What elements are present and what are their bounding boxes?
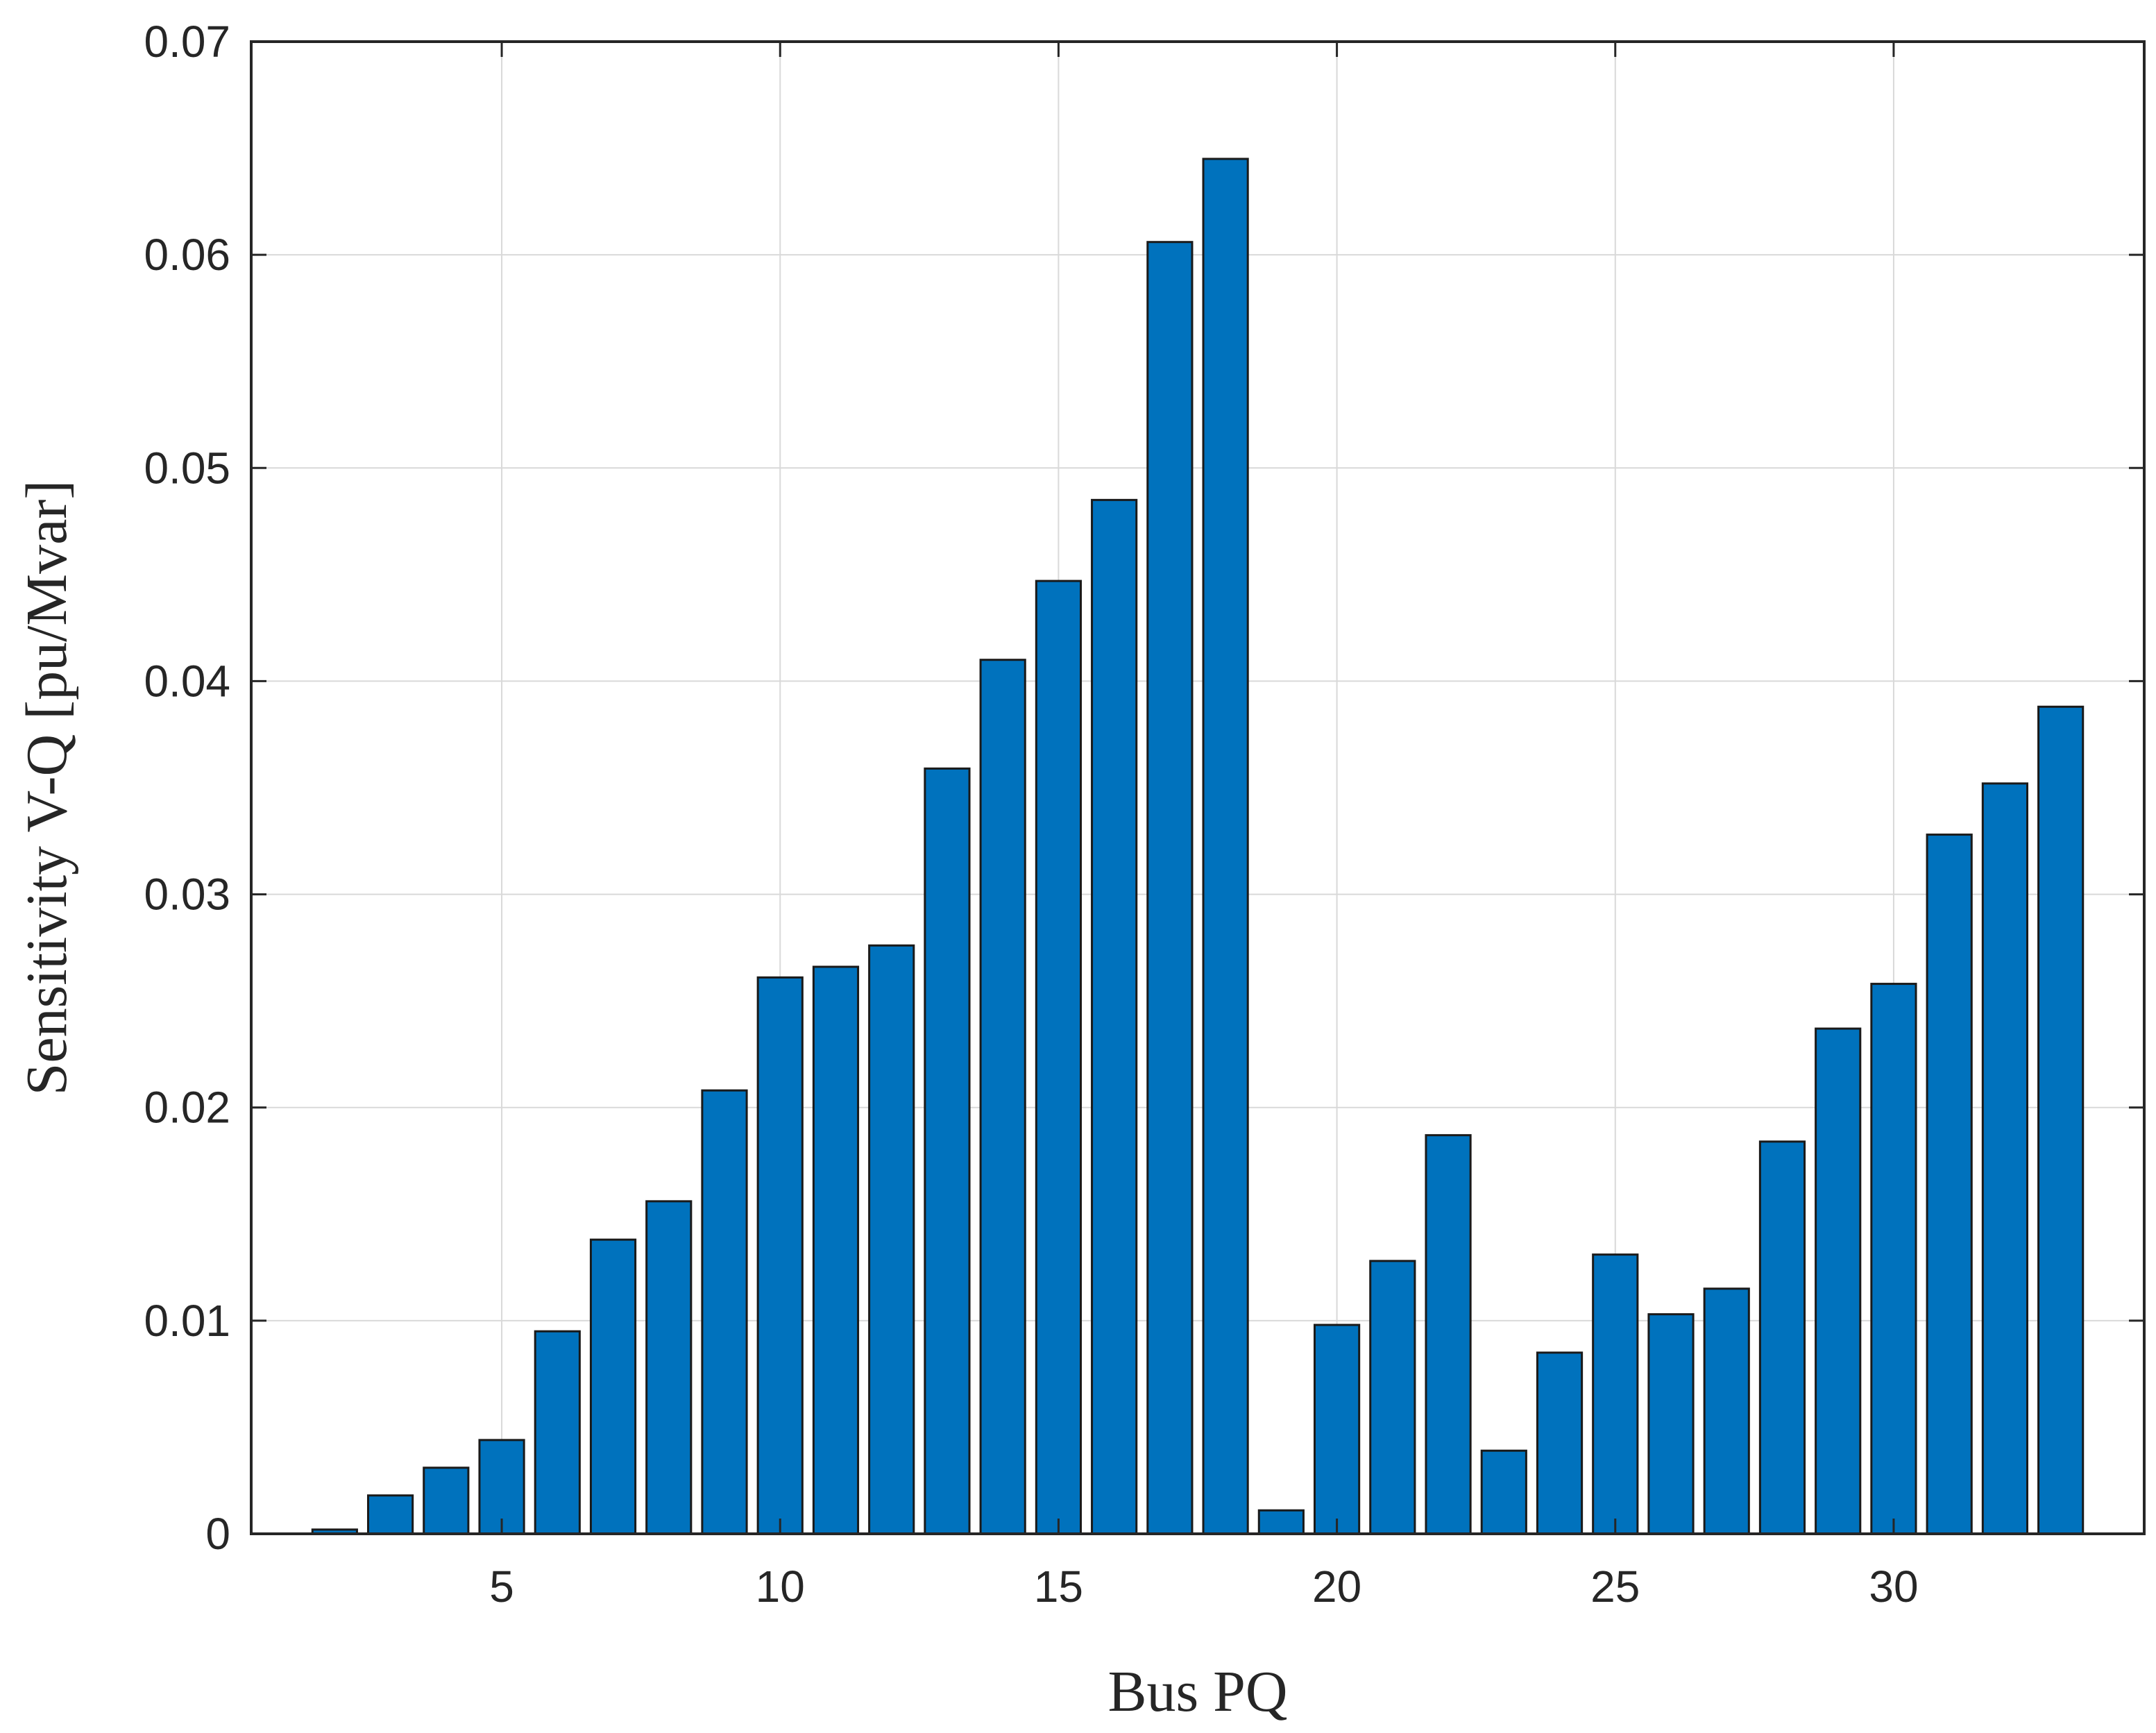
plot-area-border <box>250 40 2146 1535</box>
x-tick-label: 5 <box>489 1562 514 1612</box>
y-tick-label: 0 <box>205 1509 230 1559</box>
bar-bus-4 <box>423 1466 470 1535</box>
x-tick-label: 25 <box>1590 1562 1640 1612</box>
y-tick-label: 0.01 <box>144 1296 230 1346</box>
bar-bus-7 <box>589 1238 637 1535</box>
y-tick-label: 0.04 <box>144 656 230 706</box>
bar-bus-29 <box>1815 1027 1862 1535</box>
bar-bus-23 <box>1480 1449 1527 1535</box>
bar-bus-32 <box>1981 782 2029 1535</box>
bar-bus-33 <box>2037 705 2085 1535</box>
x-axis-title: Bus PQ <box>1107 1659 1287 1724</box>
y-axis-title: Sensitivity V-Q [pu/Mvar] <box>15 480 79 1096</box>
bar-bus-24 <box>1536 1351 1584 1535</box>
x-tick-label: 20 <box>1312 1562 1361 1612</box>
bar-bus-3 <box>366 1494 414 1535</box>
bar-bus-16 <box>1091 498 1138 1535</box>
x-tick-label: 15 <box>1034 1562 1083 1612</box>
bar-bus-28 <box>1758 1140 1806 1535</box>
bar-bus-17 <box>1146 241 1194 1535</box>
bar-bus-18 <box>1202 158 1249 1535</box>
bar-bus-8 <box>645 1200 693 1535</box>
y-tick-label: 0.07 <box>144 17 230 67</box>
bar-bus-21 <box>1369 1260 1416 1535</box>
bar-bus-19 <box>1257 1509 1305 1535</box>
bar-bus-12 <box>868 944 915 1535</box>
x-tick-label: 10 <box>756 1562 805 1612</box>
bar-bus-22 <box>1425 1134 1472 1535</box>
bar-bus-14 <box>979 659 1026 1535</box>
bar-bus-25 <box>1592 1253 1639 1535</box>
bar-bus-26 <box>1647 1313 1695 1535</box>
bar-bus-5 <box>478 1439 525 1535</box>
bar-bus-27 <box>1703 1287 1750 1535</box>
ticks: 5 10 15 20 25 30 0 0.01 0.02 0.03 0.04 0.05 0.06 0.07 <box>144 17 2144 1612</box>
x-tick-label: 30 <box>1869 1562 1918 1612</box>
y-tick-label: 0.02 <box>144 1083 230 1133</box>
bar-bus-6 <box>534 1330 581 1535</box>
bar-bus-13 <box>924 767 971 1535</box>
bar-bus-11 <box>812 965 860 1535</box>
bar-bus-31 <box>1926 834 1973 1535</box>
y-tick-label: 0.06 <box>144 230 230 280</box>
bar-bus-9 <box>701 1089 748 1535</box>
bar-bus-30 <box>1870 983 1917 1535</box>
bars <box>311 158 2085 1535</box>
bar-bus-20 <box>1313 1324 1361 1535</box>
y-tick-label: 0.05 <box>144 443 230 493</box>
bar-bus-15 <box>1035 580 1083 1535</box>
y-tick-label: 0.03 <box>144 870 230 920</box>
bar-bus-10 <box>756 976 804 1535</box>
